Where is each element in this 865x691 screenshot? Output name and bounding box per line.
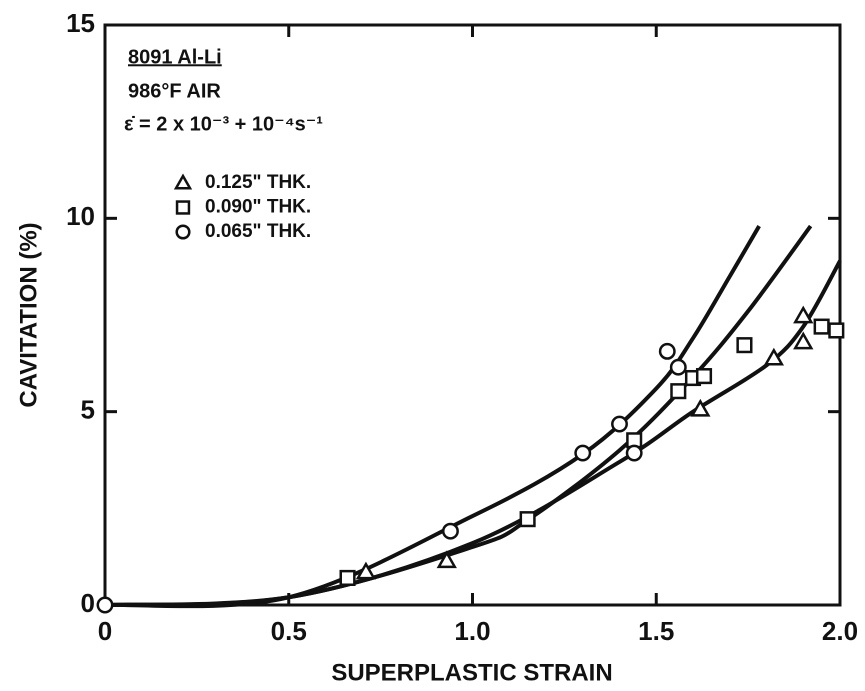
data-point (658, 342, 676, 360)
x-tick-label: 2.0 (822, 616, 858, 646)
x-tick-label: 1.0 (454, 616, 490, 646)
y-tick-label: 10 (66, 201, 95, 231)
data-point (669, 358, 687, 376)
data-point (519, 511, 536, 528)
y-tick-label: 15 (66, 8, 95, 38)
x-tick-label: 1.5 (638, 616, 674, 646)
legend-marker (175, 224, 191, 240)
data-point (695, 368, 713, 385)
legend-marker (175, 200, 191, 215)
fit-curve (104, 259, 842, 607)
data-point (813, 318, 830, 335)
data-point (625, 444, 643, 462)
x-axis-label: SUPERPLASTIC STRAIN (331, 659, 612, 686)
fit-curve (104, 225, 761, 609)
annotation: ε̇ = 2 x 10⁻³ + 10⁻⁴s⁻¹ (124, 113, 323, 135)
data-point (690, 398, 711, 417)
y-axis-label: CAVITATION (%) (15, 222, 42, 407)
data-point (442, 522, 459, 540)
data-point (793, 331, 814, 350)
data-point (96, 596, 114, 614)
x-tick-label: 0 (98, 616, 112, 646)
data-point (670, 383, 687, 400)
data-point (574, 444, 592, 462)
y-tick-label: 0 (81, 588, 95, 618)
legend-label: 0.065" THK. (205, 221, 311, 242)
data-point (339, 569, 356, 586)
annotation: 986°F AIR (128, 80, 221, 102)
data-point (355, 561, 377, 580)
data-point (763, 347, 785, 366)
data-point (736, 337, 753, 354)
data-point (436, 550, 457, 569)
data-point (793, 305, 814, 324)
y-tick-label: 5 (81, 395, 95, 425)
annotation: 8091 Al-Li (128, 46, 222, 68)
legend-marker (173, 173, 193, 190)
data-point (611, 415, 628, 433)
legend-label: 0.125" THK. (205, 172, 311, 193)
legend-label: 0.090" THK. (205, 197, 311, 218)
x-tick-label: 0.5 (271, 616, 307, 646)
data-point (828, 322, 845, 339)
